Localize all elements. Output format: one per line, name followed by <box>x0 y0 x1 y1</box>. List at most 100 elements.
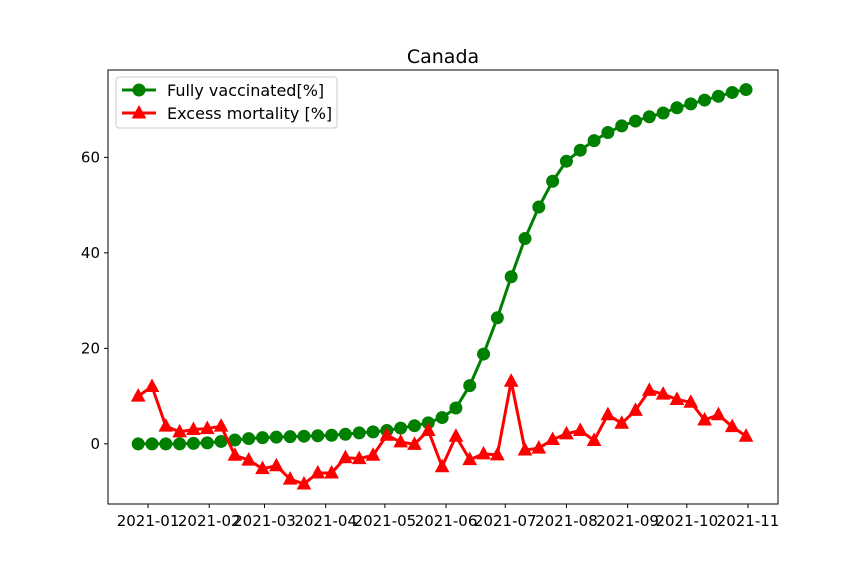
data-point <box>572 422 588 436</box>
data-point <box>697 411 712 426</box>
data-point <box>490 311 504 325</box>
data-point <box>587 134 601 148</box>
data-point <box>629 114 643 128</box>
data-point <box>338 449 353 464</box>
data-point <box>296 475 312 490</box>
x-tick-label: 2021-09 <box>596 512 659 530</box>
data-point <box>490 446 505 461</box>
legend-marker <box>132 83 146 97</box>
data-point <box>711 89 725 103</box>
data-point <box>394 421 408 435</box>
data-point <box>310 464 326 479</box>
x-tick-label: 2021-02 <box>178 512 241 530</box>
data-point <box>227 447 243 461</box>
data-point <box>628 402 643 416</box>
chart-title: Canada <box>407 46 479 68</box>
data-point <box>545 431 560 446</box>
x-tick-label: 2021-08 <box>535 512 598 530</box>
data-point <box>407 436 422 450</box>
data-point <box>186 436 200 450</box>
data-point <box>698 93 712 107</box>
data-point <box>172 423 187 438</box>
data-point <box>200 436 214 450</box>
data-point <box>711 406 726 421</box>
data-point <box>531 440 547 454</box>
data-point <box>739 83 753 97</box>
data-point <box>268 457 284 472</box>
data-point <box>242 432 256 446</box>
data-point <box>477 347 491 361</box>
legend: Fully vaccinated[%] Excess mortality [%] <box>115 76 338 129</box>
legend-label: Fully vaccinated[%] <box>167 81 324 100</box>
data-point <box>601 126 615 140</box>
data-point <box>365 447 381 461</box>
data-point <box>503 373 519 387</box>
data-point <box>352 426 366 440</box>
x-tick-label: 2021-10 <box>655 512 718 530</box>
data-point <box>586 432 602 446</box>
data-point <box>724 418 740 433</box>
data-point <box>463 379 477 393</box>
data-point <box>311 429 325 443</box>
data-point <box>614 415 630 429</box>
x-tick-label: 2021-05 <box>354 512 417 530</box>
x-tick-label: 2021-07 <box>474 512 537 530</box>
legend-box <box>115 76 338 129</box>
data-point <box>434 458 450 473</box>
data-point <box>351 450 367 465</box>
data-point <box>145 437 159 451</box>
data-point <box>144 378 160 393</box>
x-tick-label: 2021-06 <box>415 512 478 530</box>
data-point <box>532 200 546 214</box>
data-point <box>159 437 173 451</box>
x-tick-label: 2021-03 <box>233 512 296 530</box>
data-point <box>379 427 395 441</box>
data-point <box>600 406 616 421</box>
data-point <box>448 428 464 442</box>
data-point <box>282 471 298 485</box>
data-point <box>684 97 698 111</box>
data-point <box>131 437 145 451</box>
data-point <box>420 422 436 436</box>
data-point <box>256 431 270 445</box>
data-point <box>199 420 215 435</box>
data-point <box>130 388 146 402</box>
data-point <box>669 391 685 405</box>
data-point <box>213 418 229 432</box>
data-point <box>407 419 421 433</box>
data-point <box>393 433 409 448</box>
legend-label: Excess mortality [%] <box>167 104 332 123</box>
data-point <box>670 101 684 115</box>
x-tick-label: 2021-11 <box>717 512 780 530</box>
data-point <box>738 428 754 442</box>
data-point <box>559 425 574 440</box>
data-point <box>283 430 297 444</box>
data-point <box>615 119 629 133</box>
data-point <box>366 425 380 439</box>
data-point <box>725 85 739 99</box>
y-tick-label: 20 <box>81 339 100 357</box>
data-point <box>186 421 201 436</box>
y-tick-label: 0 <box>90 435 100 453</box>
data-point <box>656 106 670 120</box>
data-point <box>269 430 283 444</box>
data-point <box>559 154 573 168</box>
legend-marker <box>131 104 147 119</box>
data-point <box>338 427 352 441</box>
data-point <box>573 143 587 157</box>
data-point <box>517 441 533 456</box>
y-tick-label: 40 <box>81 244 100 262</box>
x-tick-label: 2021-01 <box>117 512 180 530</box>
x-tick-label: 2021-04 <box>294 512 357 530</box>
data-point <box>476 445 491 460</box>
data-point <box>435 411 449 425</box>
data-point <box>642 110 656 124</box>
data-point <box>324 464 339 479</box>
data-point <box>158 418 174 432</box>
data-point <box>255 460 270 475</box>
data-point <box>504 270 518 284</box>
data-point <box>518 232 532 246</box>
data-point <box>683 394 699 408</box>
